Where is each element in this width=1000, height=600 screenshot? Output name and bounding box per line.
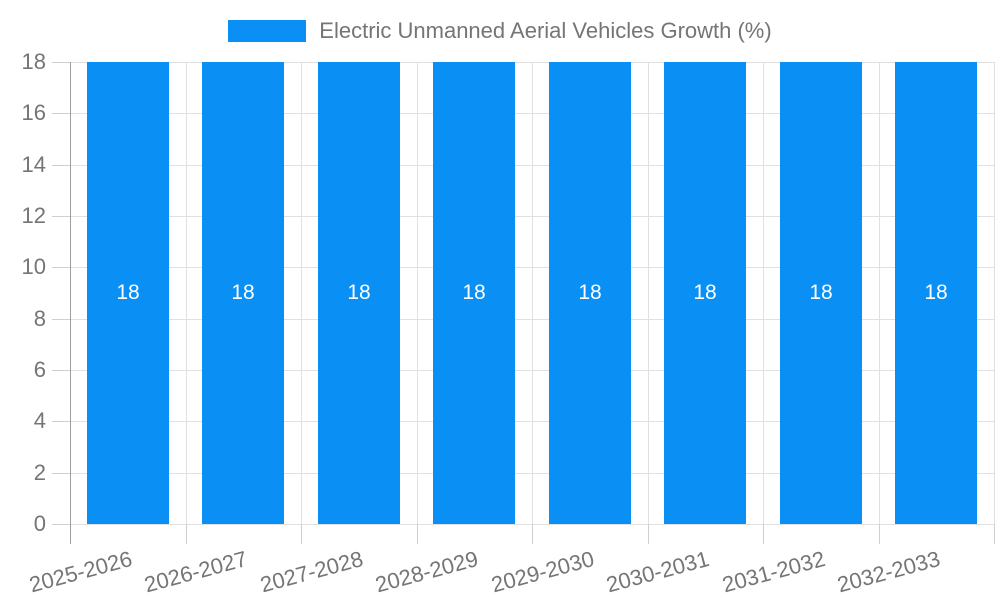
y-tick-label: 16 — [21, 100, 46, 125]
bar[interactable] — [664, 62, 746, 524]
x-tick — [879, 524, 880, 544]
y-tick — [52, 165, 70, 166]
y-tick-label: 8 — [33, 306, 46, 331]
y-tick-label: 12 — [21, 203, 46, 228]
legend-swatch — [228, 20, 307, 42]
x-boundary-gridline — [763, 62, 764, 524]
bar-value-label: 18 — [693, 281, 717, 304]
y-tick-label: 4 — [33, 408, 46, 433]
x-tick — [417, 524, 418, 544]
x-tick — [186, 524, 187, 544]
y-tick — [52, 62, 70, 63]
y-tick — [52, 113, 70, 114]
bar[interactable] — [202, 62, 284, 524]
legend[interactable]: Electric Unmanned Aerial Vehicles Growth… — [0, 18, 1000, 44]
x-category-label: 2029-2030 — [488, 546, 597, 598]
x-category-label: 2031-2032 — [719, 546, 828, 598]
y-tick — [52, 421, 70, 422]
bar-value-label: 18 — [578, 281, 602, 304]
y-tick — [52, 216, 70, 217]
x-category-label: 2026-2027 — [141, 546, 250, 598]
x-tick — [763, 524, 764, 544]
bar[interactable] — [549, 62, 631, 524]
y-tick-label: 14 — [21, 152, 46, 177]
bar[interactable] — [318, 62, 400, 524]
bar[interactable] — [895, 62, 977, 524]
bar[interactable] — [87, 62, 169, 524]
bar-value-label: 18 — [809, 281, 833, 304]
x-boundary-gridline — [301, 62, 302, 524]
bar-value-label: 18 — [231, 281, 255, 304]
x-boundary-gridline — [879, 62, 880, 524]
bar-value-label: 18 — [462, 281, 486, 304]
x-tick — [301, 524, 302, 544]
legend-label: Electric Unmanned Aerial Vehicles Growth… — [319, 18, 772, 43]
y-tick-label: 6 — [33, 357, 46, 382]
y-tick — [52, 319, 70, 320]
bar-value-label: 18 — [924, 281, 948, 304]
x-category-label: 2027-2028 — [257, 546, 366, 598]
x-boundary-gridline — [532, 62, 533, 524]
bar[interactable] — [780, 62, 862, 524]
bar-value-label: 18 — [116, 281, 140, 304]
x-tick — [994, 524, 995, 544]
x-boundary-gridline — [417, 62, 418, 524]
y-tick-label: 2 — [33, 460, 46, 485]
bar-value-label: 18 — [347, 281, 371, 304]
y-tick-label: 18 — [21, 49, 46, 74]
x-tick — [70, 524, 71, 544]
x-category-label: 2025-2026 — [26, 546, 135, 598]
x-tick — [532, 524, 533, 544]
y-tick — [52, 524, 70, 525]
plot-area: 0 2 4 6 8 10 12 14 16 18 18 2025-2026 18 2026-2027 18 2… — [22, 49, 995, 597]
y-tick-label: 0 — [33, 511, 46, 536]
x-category-label: 2028-2029 — [372, 546, 481, 598]
x-category-label: 2030-2031 — [603, 546, 712, 598]
x-boundary-gridline — [186, 62, 187, 524]
y-tick — [52, 473, 70, 474]
x-category-label: 2032-2033 — [834, 546, 943, 598]
y-tick — [52, 267, 70, 268]
x-boundary-gridline — [994, 62, 995, 524]
y-axis-line — [70, 62, 71, 524]
x-tick — [648, 524, 649, 544]
y-tick — [52, 370, 70, 371]
y-tick-label: 10 — [21, 254, 46, 279]
x-boundary-gridline — [648, 62, 649, 524]
bar[interactable] — [433, 62, 515, 524]
